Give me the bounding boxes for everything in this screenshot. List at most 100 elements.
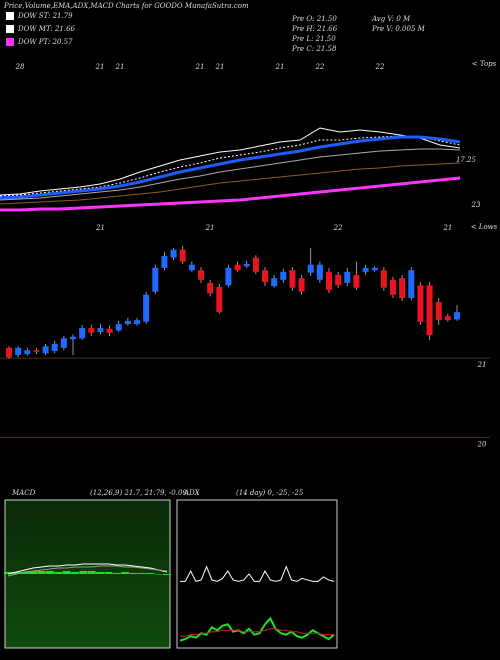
series-line <box>180 565 335 582</box>
candle-body <box>207 282 214 294</box>
candle-body <box>390 279 396 295</box>
candle-body <box>298 278 305 292</box>
histogram-bar <box>20 572 29 574</box>
candle-body <box>88 328 95 333</box>
histogram-bar <box>129 573 138 574</box>
series-line <box>0 135 461 197</box>
panel-subtitle: (14 day) 0, -25, -25 <box>236 489 304 497</box>
info-label: Pre V: 0.005 M <box>371 25 426 33</box>
histogram-bar <box>121 572 130 574</box>
panel-title: ADX <box>183 489 201 497</box>
legend-label: DOW ST: 21.79 <box>17 12 73 20</box>
candle-body <box>79 328 86 339</box>
info-label: Pre L: 21.50 <box>291 35 336 43</box>
candle-body <box>179 249 186 262</box>
series-line <box>179 616 335 642</box>
candle-body <box>252 257 259 272</box>
candle-body <box>124 320 131 325</box>
histogram-bar <box>96 572 105 574</box>
x-tick-label: 21 <box>275 63 285 71</box>
series-line <box>0 127 461 196</box>
candle-body <box>454 312 460 320</box>
series-line <box>0 135 461 200</box>
candle-body <box>271 278 278 287</box>
histogram-bar <box>146 573 155 574</box>
histogram-bar <box>45 571 54 574</box>
x-tick-label: 28 <box>15 63 25 71</box>
x-tick-label: 21 <box>95 63 105 71</box>
candle-body <box>6 347 12 358</box>
info-label: Pre C: 21.58 <box>291 45 337 53</box>
candle-body <box>408 270 415 298</box>
series-line <box>180 628 334 637</box>
histogram-bar <box>112 573 121 574</box>
legend-swatch <box>6 38 14 46</box>
legend-label: DOW MT: 21.66 <box>17 25 76 33</box>
histogram-bar <box>87 571 96 574</box>
x-tick-label: 21 <box>205 224 215 232</box>
candle-body <box>289 270 296 288</box>
histogram-bar <box>137 573 146 574</box>
annotation: 23 <box>471 201 481 209</box>
histogram-bar <box>79 571 88 574</box>
histogram-bar <box>154 574 163 575</box>
legend-swatch <box>6 12 14 20</box>
x-tick-label: 22 <box>375 63 385 71</box>
x-tick-label: 21 <box>95 224 105 232</box>
candle-body <box>399 278 406 298</box>
histogram-bar <box>29 571 38 574</box>
candle-body <box>188 264 195 271</box>
candle-body <box>70 336 76 340</box>
candle-body <box>444 316 451 321</box>
histogram-bar <box>37 571 46 574</box>
candle-body <box>426 285 433 336</box>
candle-body <box>280 271 287 280</box>
series-line <box>0 176 461 212</box>
series-line <box>0 148 461 201</box>
candle-body <box>326 271 332 291</box>
info-label: Avg V: 0 M <box>371 15 411 23</box>
candle-body <box>307 264 314 273</box>
candle-body <box>198 270 204 280</box>
x-tick-label: 21 <box>195 63 205 71</box>
candle-body <box>51 343 58 351</box>
x-tick-label: 21 <box>215 63 225 71</box>
candle-body <box>97 328 104 333</box>
histogram-bar <box>70 572 79 574</box>
annotation: < Tops <box>472 60 497 68</box>
histogram-bar <box>54 572 63 574</box>
candle-body <box>15 347 22 355</box>
candle-body <box>134 320 140 325</box>
candle-body <box>344 271 351 283</box>
candle-body <box>60 338 67 348</box>
histogram-bar <box>163 574 171 575</box>
histogram-bar <box>12 572 21 574</box>
series-line <box>7 563 168 575</box>
candle-body <box>371 267 378 271</box>
adx-panel <box>176 499 338 649</box>
candle-body <box>115 324 122 331</box>
x-tick-label: 22 <box>333 224 343 232</box>
histogram-bar <box>104 572 113 574</box>
candle-body <box>161 256 168 268</box>
candle-body <box>380 270 387 288</box>
candle-body <box>234 264 241 271</box>
x-tick-label: 21 <box>442 224 452 232</box>
candle-body <box>33 350 40 352</box>
info-label: Pre H: 21.66 <box>291 25 338 33</box>
legend-label: DOW PT: 20.57 <box>17 38 73 46</box>
candle-body <box>24 350 31 355</box>
candle-body <box>362 267 369 272</box>
x-tick-label: 22 <box>315 63 325 71</box>
candle-body <box>143 294 150 322</box>
candle-body <box>42 346 49 354</box>
candle-body <box>417 285 424 322</box>
candle-body <box>262 270 268 283</box>
candle-body <box>335 275 342 286</box>
candle-body <box>353 275 360 288</box>
candle-body <box>316 264 323 280</box>
candle-body <box>225 267 232 286</box>
candle-body <box>435 301 442 321</box>
